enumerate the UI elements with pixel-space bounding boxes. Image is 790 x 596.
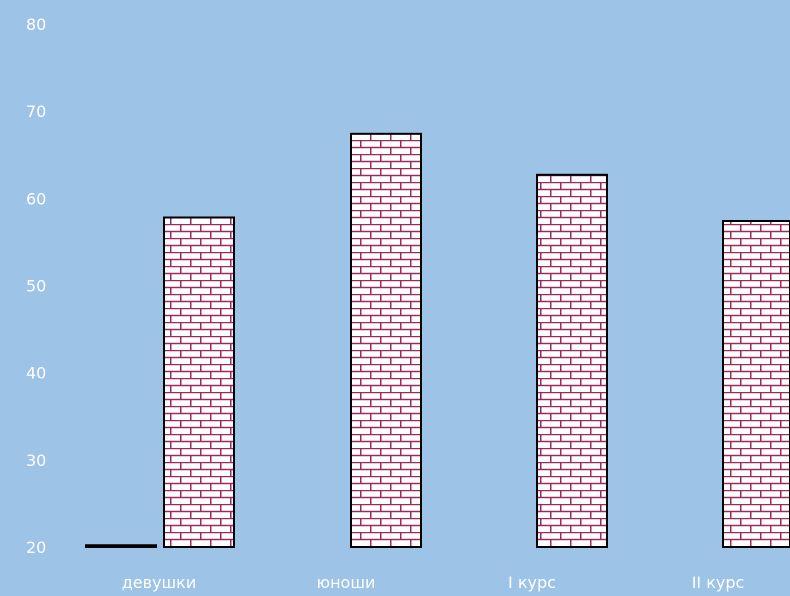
y-axis-ticks: 20 30 40 50 60 70 80 — [26, 15, 46, 557]
bar-brick-2 — [536, 173, 608, 548]
y-tick-label: 50 — [26, 277, 46, 296]
y-tick-label: 40 — [26, 364, 46, 383]
y-tick-label: 30 — [26, 451, 46, 470]
bar-brick-1 — [350, 132, 422, 549]
y-tick-label: 20 — [26, 538, 46, 557]
y-tick-label: 70 — [26, 102, 46, 121]
bar-brick-3 — [722, 219, 790, 548]
x-category-label: девушки — [122, 573, 197, 592]
x-category-label: юноши — [317, 573, 376, 592]
x-category-label: I курс — [508, 573, 556, 592]
y-tick-label: 80 — [26, 15, 46, 34]
bars — [85, 132, 790, 549]
x-category-label: II курс — [692, 573, 745, 592]
y-tick-label: 60 — [26, 189, 46, 208]
x-axis-labels: девушки юноши I курс II курс — [122, 573, 745, 592]
bar-brick-0 — [163, 216, 235, 548]
bar-diagonal-stripe-0 — [85, 544, 157, 548]
